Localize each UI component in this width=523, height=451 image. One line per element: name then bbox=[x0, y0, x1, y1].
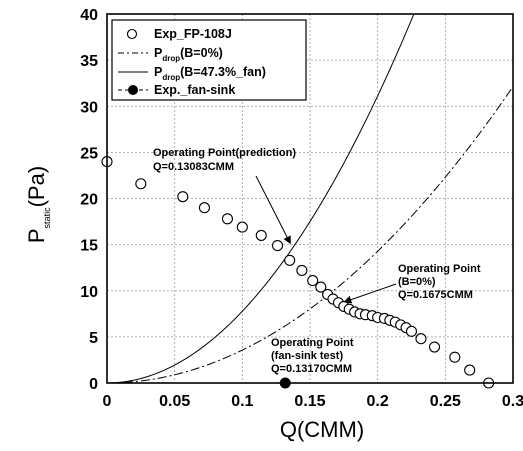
svg-text:Operating Point(B=0%)Q=0.1675C: Operating Point (B=0%) Q=0.1675CMM bbox=[398, 263, 481, 301]
y-axis-label-main: P bbox=[24, 228, 49, 243]
y-tick-label: 30 bbox=[80, 99, 98, 116]
annotation-operating-point-b0: Operating Point (B=0%) Q=0.1675CMM bbox=[398, 263, 481, 301]
annotation-b0-line-3: Q=0.1675CMM bbox=[398, 289, 473, 301]
legend-entry-pdrop-b0-rest: (B=0%) bbox=[180, 46, 223, 60]
legend-entry-pdrop-b47-sub: drop bbox=[162, 73, 180, 82]
data-point-exp-fp-108j bbox=[315, 281, 327, 293]
legend-symbol-open-circle bbox=[126, 28, 138, 40]
legend-symbol-filled-circle bbox=[118, 85, 148, 95]
y-tick-label: 20 bbox=[80, 192, 98, 209]
data-point-exp-fp-108j bbox=[236, 221, 248, 233]
y-axis-label-sub: static bbox=[42, 207, 52, 229]
x-tick-label: 0.25 bbox=[430, 393, 461, 410]
data-point-exp-fp-108j bbox=[135, 178, 147, 190]
y-tick-label: 40 bbox=[80, 7, 98, 24]
y-tick-label: 35 bbox=[80, 53, 98, 70]
x-tick-label: 0.1 bbox=[231, 393, 253, 410]
legend-entry-exp-fan-sink: Exp._fan-sink bbox=[154, 83, 235, 97]
data-point-exp-fp-108j bbox=[464, 364, 476, 376]
annotation-prediction-line-1: Operating Point(prediction) bbox=[153, 147, 296, 159]
x-tick-label: 0.05 bbox=[159, 393, 190, 410]
data-point-exp-fp-108j bbox=[177, 191, 189, 203]
data-point-exp-fp-108j bbox=[221, 213, 233, 225]
legend-entry-pdrop-b47-main: P bbox=[154, 65, 162, 79]
annotation-fan-sink-line-2: (fan-sink test) bbox=[271, 350, 343, 362]
annotation-prediction-line-2: Q=0.13083CMM bbox=[153, 161, 234, 173]
data-point-exp-fp-108j bbox=[428, 341, 441, 353]
annotation-operating-point-fan-sink-test: Operating Point (fan-sink test) Q=0.13170C… bbox=[271, 337, 354, 375]
y-axis-label-unit: (Pa) bbox=[24, 166, 49, 208]
legend-entry-exp-fp-108j: Exp_FP-108J bbox=[154, 27, 232, 41]
x-tick-label: 0.15 bbox=[294, 393, 325, 410]
y-axis-label: Pstatic(Pa) bbox=[24, 166, 52, 243]
legend-entry-pdrop-b47-rest: (B=47.3%_fan) bbox=[180, 65, 266, 79]
curves-layer bbox=[106, 13, 514, 384]
data-point-exp-fp-108j bbox=[415, 333, 427, 345]
annotation-fan-sink-line-3: Q=0.13170CMM bbox=[271, 363, 352, 375]
legend-marker-filled-circle bbox=[128, 85, 138, 95]
data-point-exp-fp-108j bbox=[296, 264, 308, 277]
annotation-arrows bbox=[255, 175, 397, 304]
annotation-fan-sink-line-1: Operating Point bbox=[271, 337, 354, 349]
points-layer bbox=[101, 156, 495, 389]
legend-entry-pdrop-b0-sub: drop bbox=[162, 54, 180, 63]
data-point-exp-fp-108j bbox=[405, 325, 418, 337]
y-tick-label: 0 bbox=[89, 376, 98, 393]
data-point-exp-fp-108j bbox=[198, 202, 210, 214]
curve-pdrop-b0 bbox=[106, 86, 514, 384]
legend-entry-pdrop-b0-main: P bbox=[154, 46, 162, 60]
data-point-exp-fp-108j bbox=[271, 239, 284, 252]
arrow-prediction bbox=[255, 175, 291, 245]
tick-labels: 0 0.05 0.1 0.15 0.2 0.25 0.3 0 5 10 15 20 25 30 35 40 bbox=[80, 7, 523, 410]
annotation-b0-line-2: (B=0%) bbox=[398, 276, 436, 288]
y-tick-label: 5 bbox=[89, 330, 98, 347]
data-point-exp-fp-108j bbox=[449, 351, 461, 363]
x-axis-label: Q(CMM) bbox=[280, 417, 364, 442]
svg-text:Operating Point(fan-sink test): Operating Point (fan-sink test) Q=0.13170C… bbox=[271, 337, 354, 375]
annotation-operating-point-prediction: Operating Point(prediction) Q=0.13083CMM bbox=[153, 147, 296, 173]
y-tick-label: 15 bbox=[80, 238, 98, 255]
x-tick-label: 0.3 bbox=[502, 393, 523, 410]
legend-entry-pdrop-b47: Pdrop(B=47.3%_fan) bbox=[154, 65, 266, 82]
data-point-exp-fp-108j bbox=[255, 229, 267, 241]
x-tick-label: 0 bbox=[103, 393, 112, 410]
x-tick-label: 0.2 bbox=[367, 393, 389, 410]
curve-pdrop-b47 bbox=[106, 13, 415, 384]
legend-marker-open-circle bbox=[126, 28, 138, 40]
svg-text:Pstatic(Pa): Pstatic(Pa) bbox=[24, 166, 52, 243]
data-point-exp-fp-108j bbox=[307, 275, 319, 287]
y-tick-label: 10 bbox=[80, 284, 98, 301]
annotation-b0-line-1: Operating Point bbox=[398, 263, 481, 275]
arrow-b0 bbox=[343, 283, 397, 304]
legend: Exp_FP-108J Pdrop(B=0%) Pdrop(B=47.3%_fa… bbox=[111, 19, 307, 101]
y-tick-label: 25 bbox=[80, 145, 98, 162]
legend-box bbox=[111, 19, 307, 101]
legend-entry-pdrop-b0: Pdrop(B=0%) bbox=[154, 46, 223, 63]
data-point-exp-fp-108j bbox=[284, 254, 296, 266]
svg-text:Operating Point(prediction)Q=0: Operating Point(prediction) Q=0.13083CMM bbox=[153, 147, 296, 173]
plot-area-frame bbox=[106, 13, 514, 384]
